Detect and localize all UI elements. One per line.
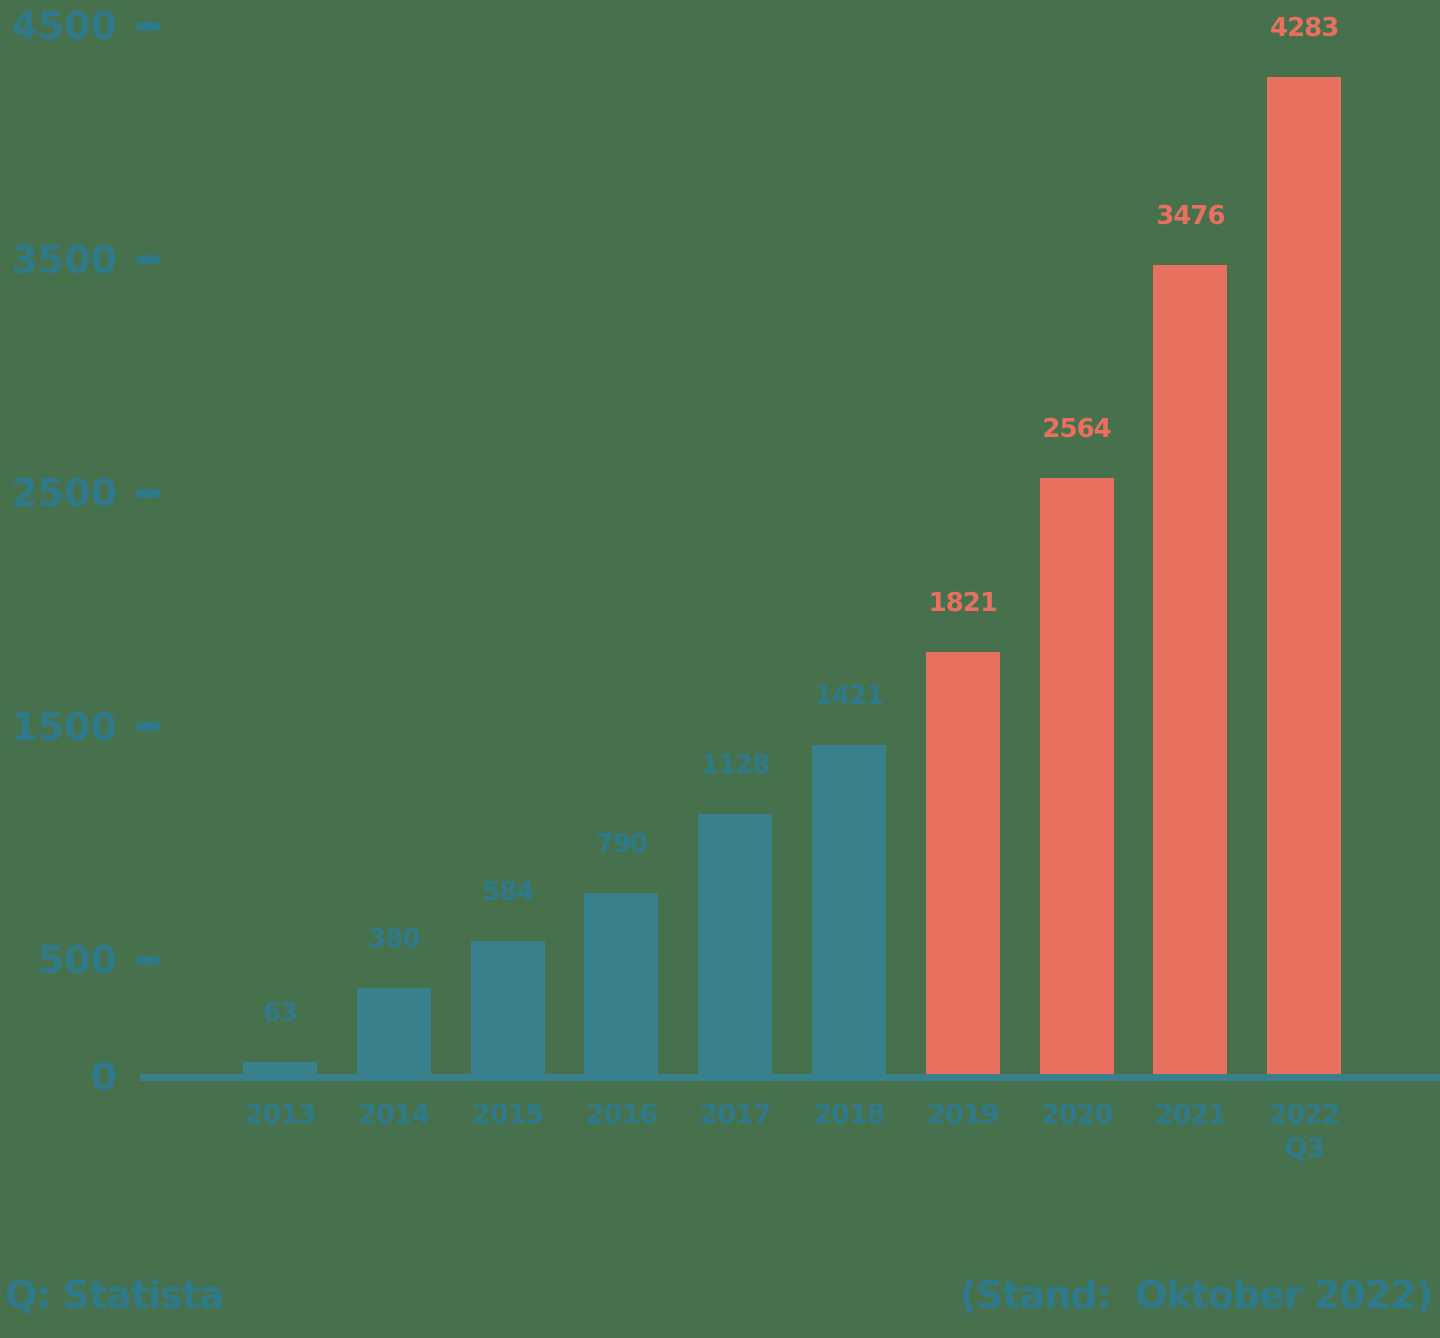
bar — [243, 1062, 317, 1077]
x-axis-label-line: 2016 — [585, 1099, 658, 1130]
x-axis-label-line: 2019 — [927, 1099, 999, 1130]
bar-value-label: 380 — [368, 924, 420, 955]
bar — [1153, 265, 1228, 1077]
bar — [1267, 76, 1342, 1077]
x-axis-label-line: Q3 — [1284, 1133, 1325, 1164]
bar-value-label: 1821 — [928, 587, 998, 618]
bar-group: 1821 2019 — [906, 0, 1020, 1338]
bar — [584, 892, 659, 1077]
y-axis-tick: 0 — [0, 1057, 160, 1097]
bar-value-label: 790 — [595, 828, 648, 859]
x-axis-line — [140, 1074, 1440, 1081]
bar — [356, 988, 431, 1077]
y-axis-tick-label: 500 — [37, 938, 117, 983]
x-axis-label: 2014 — [358, 1098, 430, 1132]
bar-value-label: 2564 — [1042, 414, 1111, 445]
bar-group: 584 2015 — [451, 0, 565, 1338]
y-axis-tick-mark — [136, 488, 160, 498]
y-axis-tick-mark — [136, 21, 160, 31]
y-axis-tick-label: 3500 — [11, 237, 117, 282]
bar-group: 1421 2018 — [792, 0, 906, 1338]
y-axis-tick-label: 2500 — [11, 471, 117, 516]
x-axis-label: 2022 Q3 — [1268, 1098, 1341, 1166]
bar-group: 790 2016 — [564, 0, 678, 1338]
x-axis-label-line: 2021 — [1154, 1099, 1227, 1130]
y-axis-tick: 2500 — [0, 473, 160, 513]
y-axis-tick-label: 1500 — [11, 704, 117, 749]
y-axis-tick-mark — [136, 955, 160, 965]
x-axis-label: 2019 — [927, 1098, 999, 1132]
bar-group: 1128 2017 — [678, 0, 792, 1338]
bar-value-label: 4283 — [1270, 12, 1339, 43]
x-axis-label-line: 2017 — [699, 1099, 772, 1130]
bar — [925, 651, 1000, 1077]
bar-value-label: 1128 — [701, 749, 770, 780]
y-axis-tick-mark — [136, 255, 160, 265]
x-axis-label: 2020 — [1041, 1098, 1113, 1132]
y-axis-tick-label: 0 — [90, 1055, 117, 1099]
x-axis-label-line: 2018 — [813, 1099, 885, 1130]
bar-group: 2564 2020 — [1020, 0, 1134, 1338]
bar-group: 4283 2022 Q3 — [1247, 0, 1361, 1338]
x-axis-label: 2018 — [813, 1098, 885, 1132]
y-axis-tick: 1500 — [0, 707, 160, 747]
x-axis-label: 2021 — [1154, 1098, 1227, 1132]
y-axis-tick: 4500 — [0, 6, 160, 46]
y-axis-tick: 3500 — [0, 240, 160, 280]
x-axis-label: 2013 — [244, 1098, 316, 1132]
bar-value-label: 1421 — [814, 681, 884, 712]
x-axis-label: 2016 — [585, 1098, 658, 1132]
x-axis-label-line: 2014 — [358, 1099, 430, 1130]
y-axis-tick-mark — [136, 722, 160, 732]
x-axis-label: 2017 — [699, 1098, 772, 1132]
bar-group: 380 2014 — [337, 0, 451, 1338]
bar-group: 3476 2021 — [1133, 0, 1247, 1338]
y-axis-tick: 500 — [0, 940, 160, 980]
y-axis-tick-label: 4500 — [11, 4, 117, 49]
bar-value-label: 3476 — [1156, 201, 1225, 232]
x-axis-label-line: 2013 — [244, 1099, 316, 1130]
x-axis-label-line: 2020 — [1041, 1099, 1113, 1130]
bar-value-label: 63 — [262, 998, 298, 1029]
bar — [1039, 478, 1114, 1077]
bar-value-label: 584 — [481, 876, 534, 907]
x-axis-label-line: 2022 — [1268, 1099, 1341, 1130]
x-axis-label: 2015 — [472, 1098, 544, 1132]
status-note: (Stand: Oktober 2022) — [959, 1273, 1433, 1317]
bar — [812, 745, 886, 1077]
x-axis-label-line: 2015 — [472, 1099, 544, 1130]
source-note: Q: Statista — [5, 1273, 225, 1317]
bar-group: 63 2013 — [223, 0, 337, 1338]
bar — [470, 940, 545, 1077]
bar — [698, 813, 773, 1077]
